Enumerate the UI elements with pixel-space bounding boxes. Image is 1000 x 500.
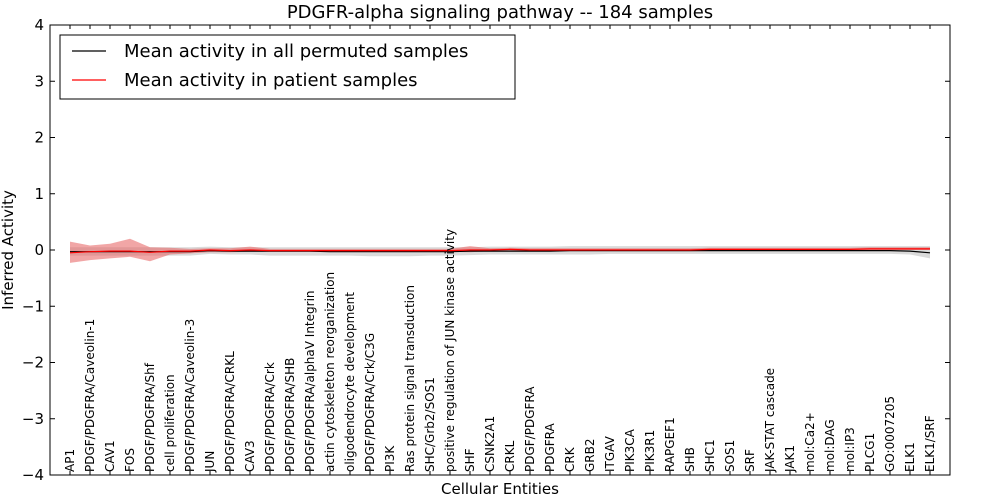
x-tick-label: mol:DAG	[823, 419, 837, 472]
x-tick-label: CRK	[563, 446, 577, 472]
y-tick-label: 3	[34, 72, 44, 90]
x-tick-label: PDGF/PDGFRA	[523, 386, 537, 472]
x-tick-label: mol:Ca2+	[803, 412, 817, 472]
plot-area: 4 3 2 1 0 −1 −2 −3 −4 AP1 PDGF/PDGFRA/Caveolin-1 CA…	[22, 16, 951, 484]
x-tick-label: GRB2	[583, 438, 597, 472]
y-tick-label: −4	[22, 466, 44, 484]
x-tick-label: PDGF/PDGFRA/Crk/C3G	[363, 333, 377, 472]
x-tick-label: CSNK2A1	[483, 416, 497, 472]
x-tick-label: SHF	[463, 448, 477, 472]
x-tick-label: PDGFRA	[543, 422, 557, 472]
x-tick-label: mol:IP3	[843, 427, 857, 472]
x-tick-label: PDGF/PDGFRA/Caveolin-1	[83, 319, 97, 472]
y-axis-label: Inferred Activity	[0, 190, 17, 310]
legend: Mean activity in all permuted samples Mea…	[59, 34, 516, 100]
x-tick-label: JUN	[203, 451, 217, 473]
y-tick-label: 4	[34, 16, 44, 34]
x-tick-label: SOS1	[723, 440, 737, 472]
x-tick-label: oligodendrocyte development	[343, 292, 357, 472]
legend-box	[59, 34, 516, 100]
x-tick-label: ITGAV	[603, 435, 617, 472]
x-tick-label: AP1	[63, 449, 77, 472]
x-tick-label: positive regulation of JUN kinase activi…	[443, 229, 457, 472]
y-tick-label: −2	[22, 354, 44, 372]
x-tick-label: SRF	[743, 449, 757, 472]
chart-title: PDGFR-alpha signaling pathway -- 184 sam…	[287, 2, 713, 23]
x-tick-label: PIK3CA	[623, 428, 637, 472]
x-tick-label: PDGF/PDGFRA/alphaV Integrin	[303, 290, 317, 472]
y-tick-label: 0	[34, 241, 44, 259]
y-tick-label: −3	[22, 410, 44, 428]
series-line-1	[69, 248, 930, 254]
x-tick-label: cell proliferation	[163, 374, 177, 472]
x-tick-label: SHC1	[703, 439, 717, 472]
y-tick-label: 2	[34, 129, 44, 147]
x-tick-label: PDGF/PDGFRA/Shf	[143, 362, 157, 472]
x-tick-label: SHB	[683, 447, 697, 472]
x-tick-label: PI3K	[383, 445, 397, 472]
y-tick-label: −1	[22, 297, 44, 315]
x-tick-label: ELK1	[903, 442, 917, 472]
x-tick-label: RAPGEF1	[663, 417, 677, 472]
x-tick-label: SHC/Grb2/SOS1	[423, 377, 437, 472]
x-tick-label: PDGF/PDGFRA/Caveolin-3	[183, 319, 197, 472]
x-tick-label: actin cytoskeleton reorganization	[323, 272, 337, 472]
x-axis-label: Cellular Entities	[441, 480, 559, 498]
x-tick-label: CAV1	[103, 440, 117, 472]
legend-label-0: Mean activity in all permuted samples	[124, 41, 468, 62]
x-tick-label: JAK-STAT cascade	[763, 368, 777, 473]
x-tick-label: PIK3R1	[643, 430, 657, 472]
x-tick-label: CRKL	[503, 440, 517, 472]
x-tick-label: PLCG1	[863, 433, 877, 472]
x-tick-label: CAV3	[243, 440, 257, 472]
x-tick-label: ELK1/SRF	[923, 415, 937, 472]
x-tick-label: PDGF/PDGFRA/CRKL	[223, 351, 237, 472]
x-tick-label: GO:0007205	[883, 396, 897, 472]
x-tick-label: Ras protein signal transduction	[403, 285, 417, 472]
y-tick-label: 1	[34, 185, 44, 203]
x-tick-label: JAK1	[783, 445, 797, 473]
legend-label-1: Mean activity in patient samples	[124, 70, 418, 91]
x-tick-label: FOS	[123, 448, 137, 472]
x-tick-label: PDGF/PDGFRA/Crk	[263, 362, 277, 472]
x-tick-label: PDGF/PDGFRA/SHB	[283, 358, 297, 472]
